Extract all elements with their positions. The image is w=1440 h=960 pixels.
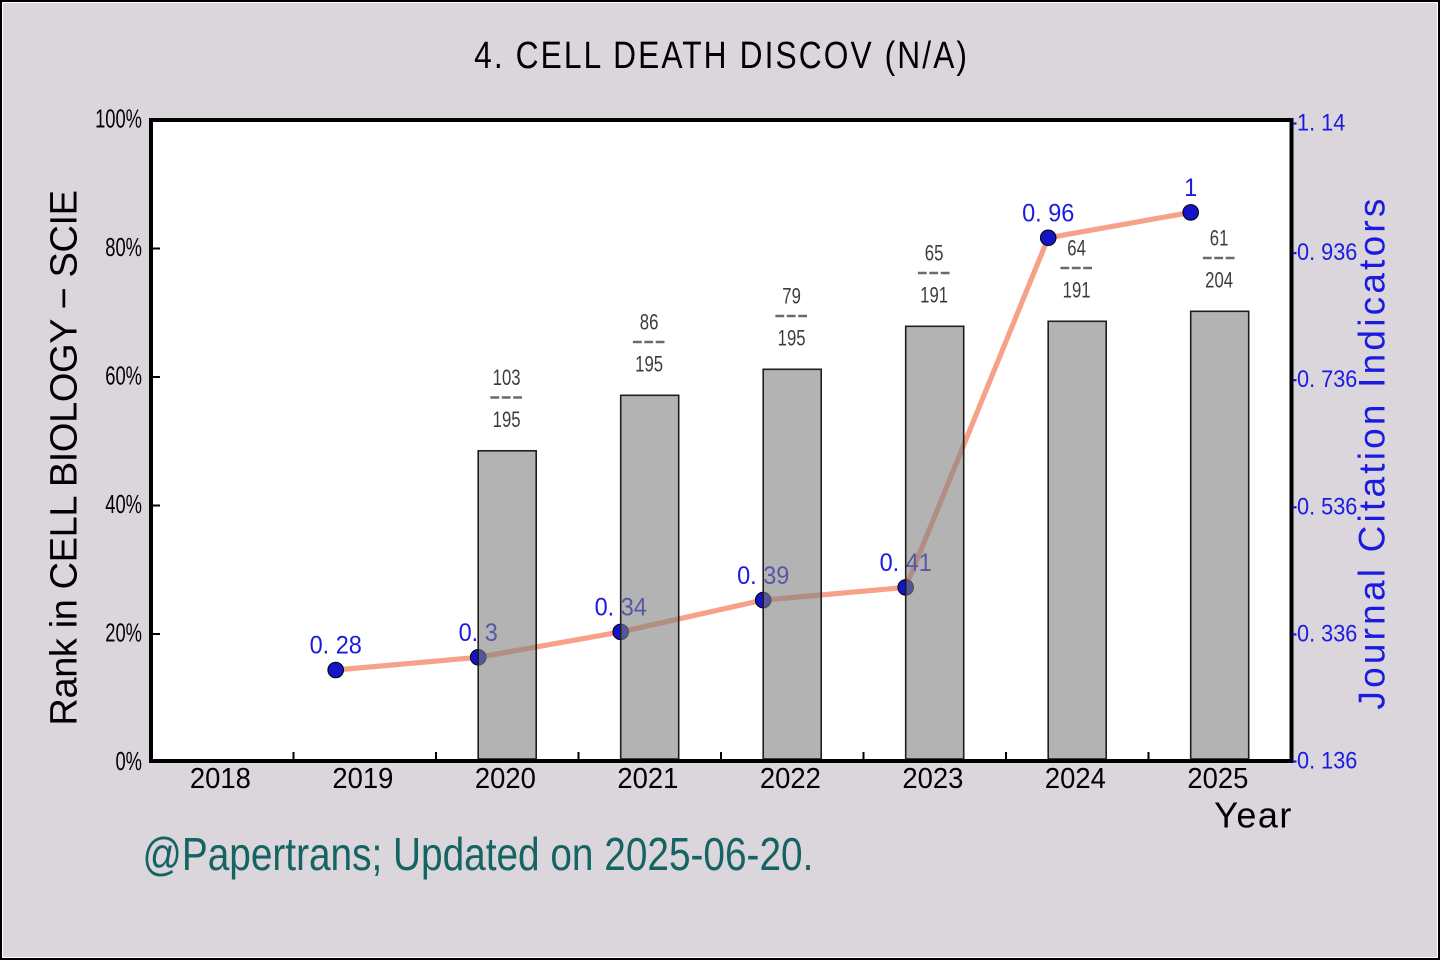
svg-text:2018: 2018 [190,761,251,794]
svg-text:0. 136: 0. 136 [1297,746,1357,773]
svg-text:0. 96: 0. 96 [1022,200,1074,228]
svg-text:2025: 2025 [1187,761,1248,794]
svg-text:204: 204 [1205,268,1233,293]
svg-text:2022: 2022 [760,761,821,794]
svg-text:@Papertrans; Updated on 2025-0: @Papertrans; Updated on 2025-06-20. [143,829,814,881]
svg-text:195: 195 [778,326,806,351]
svg-text:60%: 60% [105,362,142,391]
svg-text:61: 61 [1210,226,1229,251]
svg-text:0. 936: 0. 936 [1297,238,1357,265]
svg-text:2019: 2019 [332,761,393,794]
svg-text:191: 191 [920,283,948,308]
svg-text:4. CELL DEATH DISCOV (N/A): 4. CELL DEATH DISCOV (N/A) [474,35,969,77]
svg-text:79: 79 [782,284,801,309]
svg-text:20%: 20% [105,619,142,648]
svg-text:191: 191 [1063,278,1091,303]
svg-text:195: 195 [493,408,521,433]
svg-text:40%: 40% [105,490,142,519]
svg-text:64: 64 [1067,236,1086,261]
svg-text:103: 103 [493,366,521,391]
svg-text:Year: Year [1214,795,1293,836]
svg-text:0. 336: 0. 336 [1297,619,1357,646]
svg-text:2024: 2024 [1045,761,1106,794]
svg-text:1: 1 [1184,174,1197,202]
svg-text:0. 536: 0. 536 [1297,492,1357,519]
svg-text:2020: 2020 [475,761,536,794]
svg-text:100%: 100% [95,105,142,134]
svg-text:65: 65 [925,241,944,266]
svg-text:1. 14: 1. 14 [1297,108,1346,135]
svg-text:86: 86 [640,310,659,335]
svg-text:2023: 2023 [902,761,963,794]
svg-text:0. 736: 0. 736 [1297,365,1357,392]
svg-text:80%: 80% [105,233,142,262]
svg-text:0%: 0% [115,747,142,776]
svg-text:Rank in CELL BIOLOGY − SCIE: Rank in CELL BIOLOGY − SCIE [43,190,85,725]
svg-text:2021: 2021 [617,761,678,794]
svg-text:195: 195 [635,352,663,377]
svg-text:Journal Citation Indicators: Journal Citation Indicators [1352,195,1393,709]
svg-text:0. 28: 0. 28 [310,632,362,660]
